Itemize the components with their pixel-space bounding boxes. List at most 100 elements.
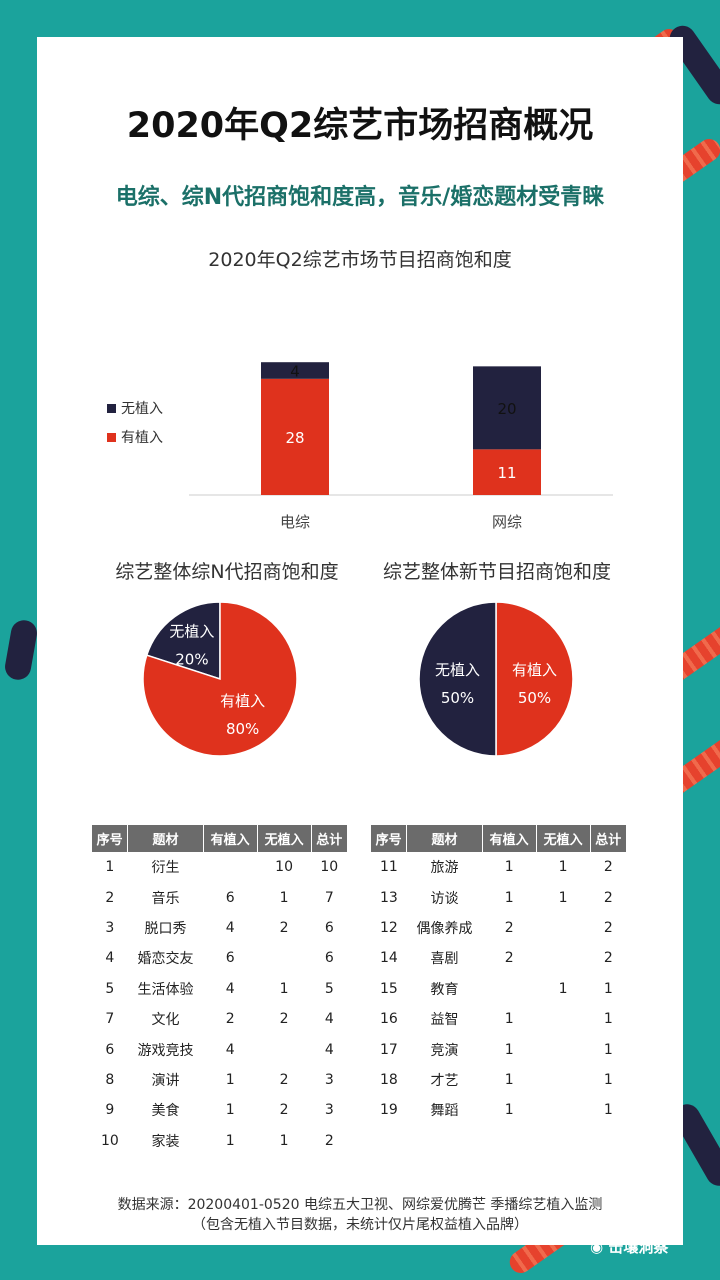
pie-slice-label: 有植入 [512,661,557,679]
table-row: 18 才艺 1 1 [371,1065,627,1095]
table-cell: 15 [379,980,398,997]
column-header: 题材 [406,825,483,852]
pie-slice-label: 无植入 [435,661,480,679]
table-cell: 2 [603,859,613,876]
column-header: 序号 [92,825,129,852]
table-row: 8 演讲 1 2 3 [92,1065,348,1095]
topic-table-left: 序号 题材 有植入 无植入 总计 1 衍生 10 10 2 音乐 6 1 7 3 脱口秀 4 2 6 4 婚恋交友 6 6… [92,825,349,1156]
table-cell: 1 [225,1071,235,1088]
table-cell: 6 [324,950,334,967]
column-header: 总计 [590,825,628,852]
table-row: 10 家装 1 1 2 [92,1126,348,1156]
table-row: 7 文化 2 2 4 [92,1004,348,1034]
table-cell: 2 [603,889,613,906]
source-line-2: （包含无植入节目数据，未统计仅片尾权益植入品牌） [192,1217,528,1233]
table-cell: 2 [105,889,115,906]
table-cell: 竞演 [430,1042,459,1059]
table-row: 2 音乐 6 1 7 [92,882,348,912]
bar-segment [473,366,541,450]
table-cell [536,943,590,973]
table-cell: 2 [504,919,514,936]
table-cell: 4 [225,1041,235,1058]
table-cell: 文化 [151,1012,180,1029]
column-header: 有植入 [482,825,537,852]
bar-segment [473,449,541,495]
pie-slice [142,601,298,757]
table-row: 9 美食 1 2 3 [92,1095,348,1125]
watermark: ◉ 击壤洞察 [590,1236,668,1257]
table-cell: 1 [279,889,289,906]
table-cell: 演讲 [151,1072,180,1089]
pie-slice [495,601,574,757]
table-header: 序号 题材 有植入 无植入 总计 [371,825,628,852]
x-tick-label: 网综 [492,513,522,531]
table-cell: 1 [504,1102,514,1119]
table-cell [536,1034,590,1064]
table-cell [482,974,536,1004]
table-cell: 1 [225,1102,235,1119]
pie-slice-value: 80% [226,720,259,738]
pie-slice-label: 无植入 [169,622,214,640]
table-cell: 17 [379,1041,398,1058]
decor-pill [2,618,40,682]
table-row: 14 喜剧 2 2 [371,943,627,973]
table-cell [536,1095,590,1125]
bar-data-label: 28 [285,429,304,447]
column-header: 总计 [311,825,349,852]
table-row: 1 衍生 10 10 [92,852,348,882]
table-cell: 4 [225,980,235,997]
table-cell: 6 [324,919,334,936]
table-cell: 音乐 [151,890,180,907]
table-cell: 1 [558,980,568,997]
table-cell [536,1004,590,1034]
table-cell: 5 [105,980,115,997]
table-cell: 美食 [151,1103,180,1120]
legend-label: 无植入 [121,401,163,417]
bar-chart-title: 2020年Q2综艺市场节目招商饱和度 [208,249,512,271]
bar-segment [261,378,329,495]
table-cell: 10 [275,859,293,876]
table-cell: 2 [324,1132,334,1149]
table-row: 19 舞蹈 1 1 [371,1095,627,1125]
table-cell: 2 [225,1011,235,1028]
table-cell: 游戏竞技 [137,1042,194,1059]
table-cell: 4 [105,950,115,967]
table-cell: 1 [504,1011,514,1028]
bar-data-label: 11 [497,464,516,482]
column-header: 题材 [127,825,204,852]
table-cell: 2 [279,1071,289,1088]
table-row: 5 生活体验 4 1 5 [92,974,348,1004]
table-cell: 7 [105,1011,115,1028]
table-cell: 1 [558,889,568,906]
table-cell: 3 [324,1102,334,1119]
table-row: 16 益智 1 1 [371,1004,627,1034]
bar-segment [261,362,329,379]
table-cell: 2 [279,919,289,936]
table-row: 13 访谈 1 1 2 [371,882,627,912]
legend-label: 有植入 [121,430,163,446]
table-cell: 家装 [151,1133,180,1150]
table-cell: 6 [105,1041,115,1058]
table-cell: 10 [100,1132,119,1149]
table-cell [536,913,590,943]
infographic-card: 2020年Q2综艺市场招商概况 电综、综N代招商饱和度高，音乐/婚恋题材受青睐 … [37,37,683,1245]
table-cell: 1 [603,1011,613,1028]
pie-slice [418,601,497,757]
table-cell [536,1065,590,1095]
table-row: 4 婚恋交友 6 6 [92,943,348,973]
table-cell: 4 [324,1041,334,1058]
table-row: 6 游戏竞技 4 4 [92,1034,348,1064]
pie-slice-value: 50% [518,689,551,707]
table-cell: 1 [504,1071,514,1088]
column-header: 无植入 [536,825,591,852]
table-cell: 16 [379,1011,398,1028]
table-cell: 益智 [430,1012,459,1029]
table-cell [257,943,311,973]
x-tick-label: 电综 [280,513,310,531]
table-cell: 偶像养成 [416,920,473,937]
table-cell: 访谈 [430,890,459,907]
pie-slice-value: 20% [175,650,208,668]
table-row: 15 教育 1 1 [371,974,627,1004]
table-cell: 5 [324,980,334,997]
